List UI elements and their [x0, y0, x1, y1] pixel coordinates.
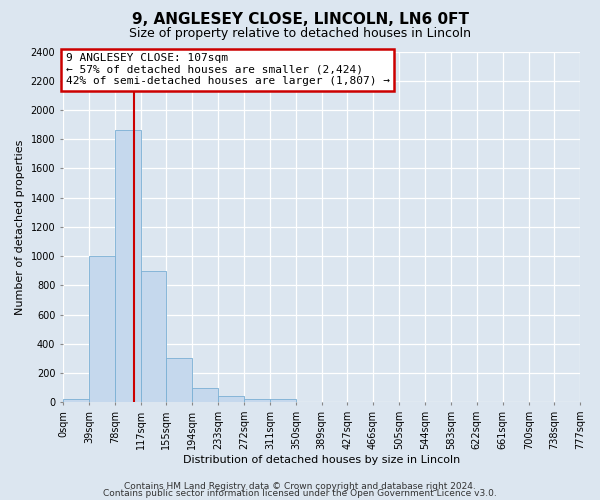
Bar — [192, 388, 218, 402]
Bar — [63, 400, 89, 402]
Text: Size of property relative to detached houses in Lincoln: Size of property relative to detached ho… — [129, 28, 471, 40]
Bar — [115, 130, 141, 402]
Bar — [218, 396, 244, 402]
Text: 9 ANGLESEY CLOSE: 107sqm
← 57% of detached houses are smaller (2,424)
42% of sem: 9 ANGLESEY CLOSE: 107sqm ← 57% of detach… — [65, 54, 389, 86]
X-axis label: Distribution of detached houses by size in Lincoln: Distribution of detached houses by size … — [183, 455, 460, 465]
Text: Contains HM Land Registry data © Crown copyright and database right 2024.: Contains HM Land Registry data © Crown c… — [124, 482, 476, 491]
Text: 9, ANGLESEY CLOSE, LINCOLN, LN6 0FT: 9, ANGLESEY CLOSE, LINCOLN, LN6 0FT — [131, 12, 469, 28]
Bar — [141, 271, 166, 402]
Bar — [166, 358, 192, 403]
Text: Contains public sector information licensed under the Open Government Licence v3: Contains public sector information licen… — [103, 490, 497, 498]
Bar — [89, 256, 115, 402]
Bar — [244, 398, 270, 402]
Bar — [270, 400, 296, 402]
Y-axis label: Number of detached properties: Number of detached properties — [15, 139, 25, 314]
